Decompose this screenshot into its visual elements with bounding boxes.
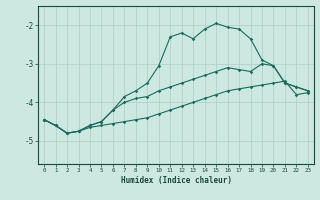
X-axis label: Humidex (Indice chaleur): Humidex (Indice chaleur) bbox=[121, 176, 231, 185]
